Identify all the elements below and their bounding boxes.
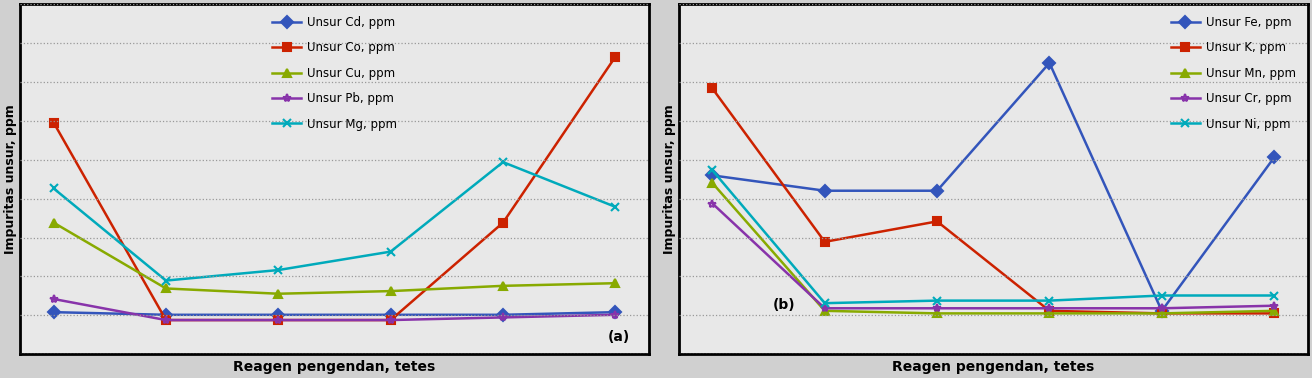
X-axis label: Reagen pengendan, tetes: Reagen pengendan, tetes: [234, 360, 436, 374]
Text: (b): (b): [773, 298, 795, 312]
X-axis label: Reagen pengendan, tetes: Reagen pengendan, tetes: [892, 360, 1094, 374]
Text: (a): (a): [607, 330, 630, 344]
Legend: Unsur Cd, ppm, Unsur Co, ppm, Unsur Cu, ppm, Unsur Pb, ppm, Unsur Mg, ppm: Unsur Cd, ppm, Unsur Co, ppm, Unsur Cu, …: [266, 10, 403, 136]
Legend: Unsur Fe, ppm, Unsur K, ppm, Unsur Mn, ppm, Unsur Cr, ppm, Unsur Ni, ppm: Unsur Fe, ppm, Unsur K, ppm, Unsur Mn, p…: [1165, 10, 1302, 136]
Y-axis label: Impuritas unsur, ppm: Impuritas unsur, ppm: [4, 104, 17, 254]
Y-axis label: Impuritas unsur, ppm: Impuritas unsur, ppm: [663, 104, 676, 254]
